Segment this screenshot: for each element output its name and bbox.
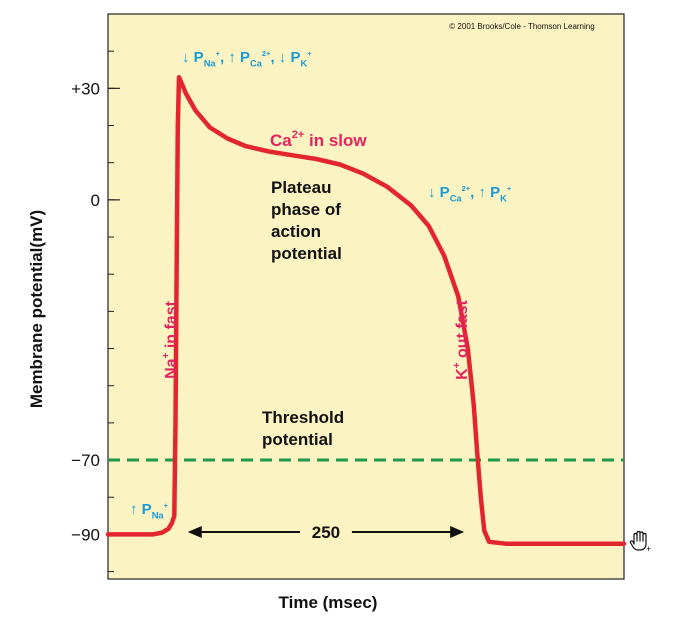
resting-permeability-text: ↑ PNa+ <box>130 501 169 521</box>
y-tick-label: −90 <box>71 525 100 544</box>
na-in-fast-label: Na+ in fast <box>161 300 180 379</box>
y-axis: +30 0 −70 −90 <box>71 50 120 573</box>
plateau-label-line: potential <box>271 244 342 263</box>
plateau-label: Plateau phase of action potential <box>271 178 342 263</box>
threshold-label-line: Threshold <box>262 408 344 427</box>
ca-in-slow-label: Ca2+ in slow <box>270 129 367 150</box>
plateau-label-line: Plateau <box>271 178 331 197</box>
plateau-label-line: action <box>271 222 321 241</box>
k-out-fast-label: K+ out fast <box>452 300 471 380</box>
duration-arrowhead-right <box>450 526 465 538</box>
threshold-label-line: potential <box>262 430 333 449</box>
x-axis-label: Time (msec) <box>279 593 378 612</box>
top-permeability-label: ↓ PNa+, ↑ PCa2+, ↓ PK+ <box>182 49 312 69</box>
duration-arrow: 250 <box>187 523 465 542</box>
right-permeability-label: ↓ PCa2+, ↑ PK+ <box>428 184 512 204</box>
right-permeability-text: ↓ PCa2+, ↑ PK+ <box>428 184 512 204</box>
threshold-label: Threshold potential <box>262 408 344 449</box>
hand-cursor-icon: + <box>629 530 651 554</box>
duration-label: 250 <box>312 523 340 542</box>
y-tick-label: 0 <box>91 191 100 210</box>
y-tick-label: +30 <box>71 79 100 98</box>
svg-text:+: + <box>646 544 651 554</box>
plot-background <box>107 13 625 580</box>
resting-permeability-label: ↑ PNa+ <box>130 501 169 521</box>
duration-arrowhead-left <box>187 526 202 538</box>
y-axis-label: Membrane potential(mV) <box>27 210 46 408</box>
action-potential-curve <box>105 74 627 546</box>
y-tick-label: −70 <box>71 451 100 470</box>
copyright-text: © 2001 Brooks/Cole - Thomson Learning <box>449 22 594 31</box>
plateau-label-line: phase of <box>271 200 341 219</box>
top-permeability-text: ↓ PNa+, ↑ PCa2+, ↓ PK+ <box>182 49 312 69</box>
